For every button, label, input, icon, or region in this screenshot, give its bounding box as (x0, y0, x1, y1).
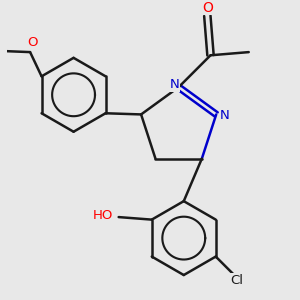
Text: N: N (169, 78, 179, 91)
Text: O: O (202, 1, 213, 14)
Text: N: N (220, 109, 230, 122)
Text: O: O (27, 36, 38, 49)
Text: HO: HO (93, 209, 113, 222)
Text: Cl: Cl (230, 274, 243, 286)
